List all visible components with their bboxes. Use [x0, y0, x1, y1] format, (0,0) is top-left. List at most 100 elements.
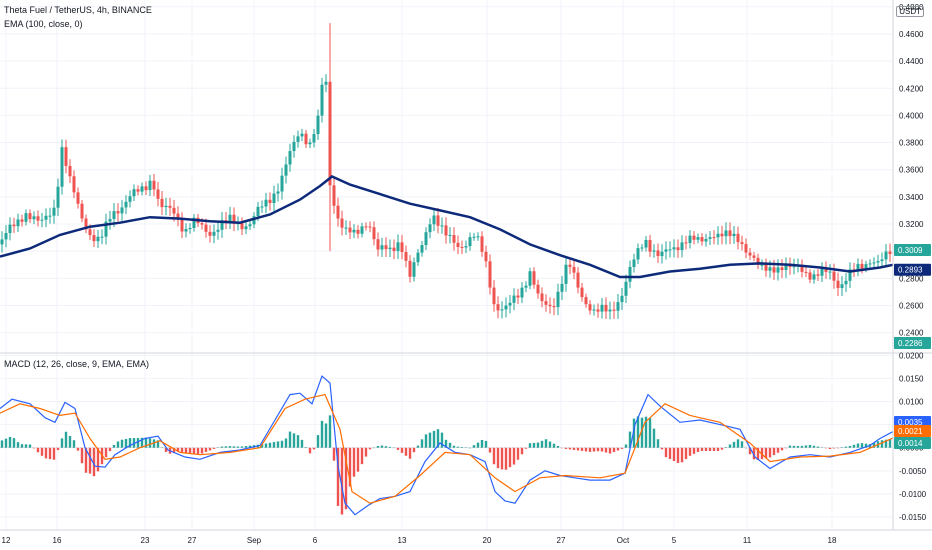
candle-body	[496, 304, 500, 311]
histogram-bar	[456, 446, 460, 448]
histogram-bar	[196, 447, 200, 455]
price-candles	[0, 23, 892, 320]
candle-body	[104, 221, 108, 237]
price-tick-label: 0.2600	[899, 301, 924, 310]
histogram-bar	[320, 420, 324, 448]
histogram-bar	[340, 447, 344, 515]
candle-body	[640, 247, 644, 249]
candle-body	[56, 186, 60, 208]
candle-body	[680, 242, 684, 251]
histogram-bar	[124, 438, 128, 448]
candle-body	[276, 191, 280, 194]
histogram-bar	[756, 447, 760, 461]
candle-body	[168, 205, 172, 208]
histogram-bar	[4, 438, 8, 448]
candle-body	[468, 237, 472, 247]
histogram-bar	[752, 447, 756, 460]
histogram-bar	[184, 447, 188, 454]
candle-body	[116, 211, 120, 214]
candle-body	[424, 232, 428, 246]
candle-body	[692, 235, 696, 240]
histogram-bar	[204, 447, 208, 452]
macd-histogram	[0, 415, 893, 515]
histogram-bar	[504, 447, 508, 470]
candle-body	[288, 151, 292, 165]
candle-body	[372, 227, 376, 240]
candle-body	[628, 267, 632, 282]
histogram-bar	[788, 445, 792, 448]
candle-body	[392, 247, 396, 252]
candle-body	[856, 263, 860, 271]
histogram-bar	[244, 446, 248, 448]
candle-body	[400, 242, 404, 253]
histogram-bar	[96, 447, 100, 472]
candle-body	[80, 203, 84, 219]
histogram-bar	[720, 447, 724, 450]
candle-body	[652, 250, 656, 252]
candle-body	[280, 175, 284, 192]
candle-body	[860, 263, 864, 269]
histogram-bar	[8, 436, 12, 448]
histogram-bar	[708, 447, 712, 451]
candle-body	[564, 264, 568, 284]
histogram-bar	[656, 439, 660, 448]
histogram-bar	[580, 447, 584, 451]
histogram-bar	[508, 447, 512, 468]
histogram-bar	[84, 447, 88, 473]
histogram-bar	[612, 447, 616, 453]
histogram-bar	[0, 440, 4, 448]
histogram-bar	[264, 443, 268, 448]
histogram-bar	[292, 433, 296, 448]
histogram-bar	[164, 447, 168, 452]
candle-body	[36, 216, 40, 221]
histogram-bar	[440, 432, 444, 448]
histogram-bar	[376, 445, 380, 448]
candle-body	[668, 249, 672, 251]
histogram-bar	[344, 447, 348, 510]
candle-body	[368, 226, 372, 228]
candle-body	[396, 242, 400, 252]
histogram-bar	[712, 447, 716, 451]
histogram-bar	[188, 447, 192, 454]
histogram-bar	[648, 418, 652, 448]
candle-body	[756, 257, 760, 265]
candle-body	[108, 219, 112, 222]
price-tick-label: 0.3400	[899, 193, 924, 202]
histogram-bar	[828, 447, 832, 450]
macd-tick-label: -0.0150	[899, 513, 927, 522]
candle-body	[60, 147, 64, 187]
candle-body	[604, 304, 608, 312]
currency-label[interactable]: USDT	[896, 6, 924, 17]
histogram-bar	[332, 447, 336, 461]
macd-tick-label: -0.0100	[899, 490, 927, 499]
candle-body	[464, 246, 468, 248]
candle-body	[252, 216, 256, 225]
histogram-bar	[148, 438, 152, 448]
macd-tick-label: 0.0200	[899, 351, 924, 360]
histogram-value-tag-bg	[894, 437, 931, 449]
macd-tick-label: 0.0100	[899, 398, 924, 407]
histogram-bar	[312, 447, 316, 450]
histogram-bar	[856, 443, 860, 448]
histogram-bar	[240, 446, 244, 448]
histogram-bar	[396, 447, 400, 450]
histogram-bar	[572, 447, 576, 450]
candle-body	[112, 211, 116, 220]
histogram-bar	[108, 447, 112, 452]
histogram-bar	[812, 445, 816, 448]
histogram-bar	[692, 447, 696, 454]
histogram-bar	[220, 446, 224, 448]
candle-body	[208, 231, 212, 236]
candle-body	[572, 266, 576, 273]
histogram-bar	[280, 440, 284, 448]
candle-body	[816, 274, 820, 276]
candle-body	[788, 265, 792, 268]
histogram-bar	[192, 447, 196, 454]
candle-body	[660, 251, 664, 257]
histogram-bar	[176, 447, 180, 452]
candle-body	[460, 247, 464, 249]
histogram-bar	[276, 441, 280, 448]
histogram-bar	[40, 447, 44, 456]
candle-body	[388, 247, 392, 250]
